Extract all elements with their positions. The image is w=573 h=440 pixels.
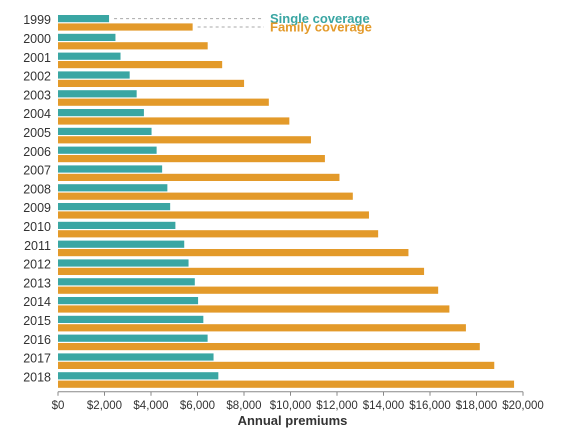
- x-tick-label: $0: [52, 400, 65, 412]
- family-bar-2005: [58, 136, 311, 144]
- year-labels: 1999 2000 2001 2002 2003 2004 2005 2006 2007 2008…: [23, 13, 51, 384]
- family-bar-2016: [58, 343, 480, 351]
- single-bar-2015: [58, 315, 204, 323]
- single-bar-2012: [58, 259, 189, 267]
- single-bar-2013: [58, 278, 195, 286]
- single-bar-2017: [58, 353, 214, 361]
- single-bar-2009: [58, 203, 171, 211]
- family-bar-2013: [58, 286, 439, 294]
- single-bar-2018: [58, 372, 219, 380]
- family-bar-2008: [58, 192, 353, 200]
- year-label-2017: 2017: [23, 352, 51, 366]
- x-tick-label: $18,000: [456, 400, 498, 412]
- single-bar-2010: [58, 221, 176, 229]
- family-bar-1999: [58, 23, 193, 31]
- single-bar-2003: [58, 90, 137, 98]
- year-label-2007: 2007: [23, 164, 51, 178]
- family-bar-2000: [58, 42, 208, 50]
- year-label-2013: 2013: [23, 276, 51, 290]
- x-tick-label: $14,000: [363, 400, 405, 412]
- single-bar-2011: [58, 240, 185, 248]
- x-tick-label: $10,000: [270, 400, 312, 412]
- family-bar-2003: [58, 98, 269, 106]
- single-bar-2005: [58, 127, 152, 135]
- x-axis-title: Annual premiums: [238, 413, 348, 428]
- family-bar-2015: [58, 324, 466, 332]
- year-label-2011: 2011: [24, 239, 51, 253]
- single-bar-2001: [58, 52, 121, 60]
- bars-layer: [58, 15, 515, 388]
- year-label-2002: 2002: [23, 70, 51, 84]
- family-bar-2007: [58, 173, 340, 181]
- year-label-2010: 2010: [23, 220, 51, 234]
- family-bar-2014: [58, 305, 450, 313]
- year-label-2012: 2012: [23, 258, 51, 272]
- family-bar-2006: [58, 155, 325, 163]
- year-label-2001: 2001: [23, 51, 51, 65]
- family-bar-2004: [58, 117, 290, 125]
- single-bar-1999: [58, 15, 110, 23]
- year-label-2014: 2014: [23, 295, 51, 309]
- year-label-2003: 2003: [23, 88, 51, 102]
- family-bar-2010: [58, 230, 379, 238]
- family-bar-2002: [58, 79, 245, 87]
- year-label-1999: 1999: [23, 13, 51, 27]
- year-label-2008: 2008: [23, 182, 51, 196]
- x-tick-label: $16,000: [409, 400, 451, 412]
- family-bar-2012: [58, 267, 425, 275]
- family-bar-2001: [58, 61, 223, 69]
- single-bar-2002: [58, 71, 130, 79]
- single-bar-2006: [58, 146, 157, 154]
- x-tick-label: $20,000: [502, 400, 544, 412]
- x-tick-label: $8,000: [226, 400, 261, 412]
- legend-single-coverage: Single coverage: [270, 11, 370, 26]
- year-label-2016: 2016: [23, 333, 51, 347]
- family-bar-2017: [58, 361, 495, 369]
- x-tick-label: $12,000: [316, 400, 358, 412]
- x-axis: $0 $2,000 $4,000 $6,000 $8,000 $10,000 $12,000…: [52, 391, 544, 428]
- single-bar-2016: [58, 334, 208, 342]
- year-label-2000: 2000: [23, 32, 51, 46]
- single-bar-2004: [58, 109, 144, 117]
- x-tick-label: $2,000: [87, 400, 122, 412]
- single-bar-2008: [58, 184, 168, 192]
- year-label-2015: 2015: [23, 314, 51, 328]
- family-bar-2011: [58, 249, 409, 257]
- year-label-2006: 2006: [23, 145, 51, 159]
- family-bar-2009: [58, 211, 369, 219]
- single-bar-2007: [58, 165, 163, 173]
- single-bar-2014: [58, 297, 199, 305]
- single-bar-2000: [58, 33, 116, 41]
- legend-family-coverage: Family coverage: [270, 20, 372, 35]
- year-label-2018: 2018: [23, 370, 51, 384]
- x-tick-label: $6,000: [180, 400, 215, 412]
- x-tick-label: $4,000: [133, 400, 168, 412]
- year-label-2009: 2009: [23, 201, 51, 215]
- year-label-2005: 2005: [23, 126, 51, 140]
- family-bar-2018: [58, 380, 515, 388]
- year-label-2004: 2004: [23, 107, 51, 121]
